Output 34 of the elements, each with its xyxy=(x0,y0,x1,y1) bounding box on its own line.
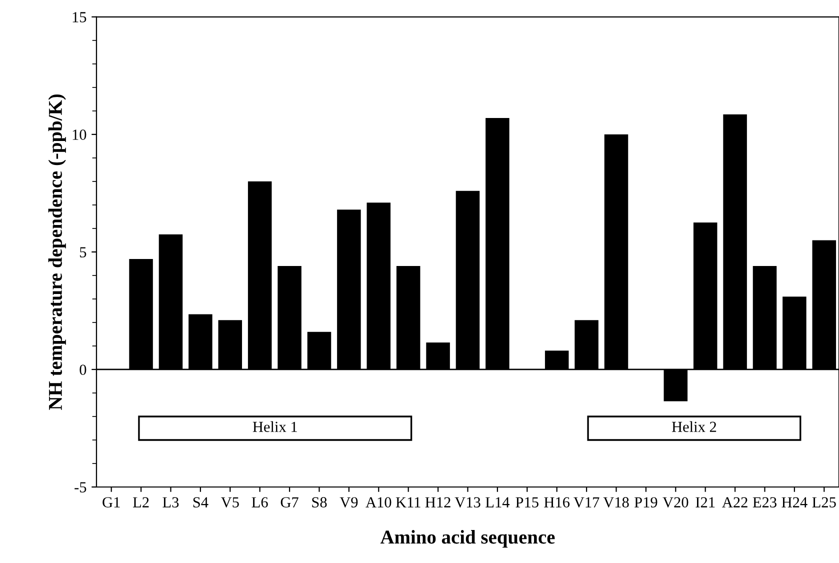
x-tick-label: S8 xyxy=(312,497,327,508)
y-tick-label: 5 xyxy=(80,247,86,258)
x-tick-label: S4 xyxy=(193,497,208,508)
x-tick-label: V5 xyxy=(220,497,239,508)
x-tick-label: H16 xyxy=(544,497,570,508)
x-tick-label: P19 xyxy=(634,497,658,508)
x-tick-label: V9 xyxy=(340,497,358,508)
y-tick-label: -5 xyxy=(74,482,86,492)
annotation: Helix 2 xyxy=(672,421,716,432)
y-axis-title: NH temperature dependence (-ppb/K) xyxy=(48,94,66,410)
x-tick-label: V20 xyxy=(662,497,688,508)
x-tick-label: I21 xyxy=(696,497,715,508)
x-tick-label: V13 xyxy=(454,497,480,508)
x-tick-label: L6 xyxy=(252,497,268,508)
x-tick-label: L14 xyxy=(486,497,510,508)
x-tick-label: E23 xyxy=(752,497,776,508)
x-tick-label: L25 xyxy=(812,497,836,508)
x-tick-label: G7 xyxy=(280,497,298,508)
y-tick-label: 15 xyxy=(72,12,86,22)
x-tick-label: V17 xyxy=(574,497,600,508)
x-tick-label: A22 xyxy=(722,497,748,508)
x-tick-label: H12 xyxy=(425,497,450,508)
x-tick-label: P15 xyxy=(516,497,538,508)
x-tick-label: G1 xyxy=(102,497,120,508)
x-tick-label: L3 xyxy=(162,497,179,508)
y-tick-label: 0 xyxy=(80,364,86,375)
x-tick-label: A10 xyxy=(366,497,392,508)
x-axis-title: Amino acid sequence xyxy=(380,530,555,548)
x-tick-label: L2 xyxy=(132,497,149,508)
y-tick-label: 10 xyxy=(72,130,86,140)
annotation: Helix 1 xyxy=(252,421,297,432)
x-tick-label: K11 xyxy=(396,497,420,508)
x-tick-label: H24 xyxy=(782,497,808,508)
x-tick-label: V18 xyxy=(603,497,629,508)
